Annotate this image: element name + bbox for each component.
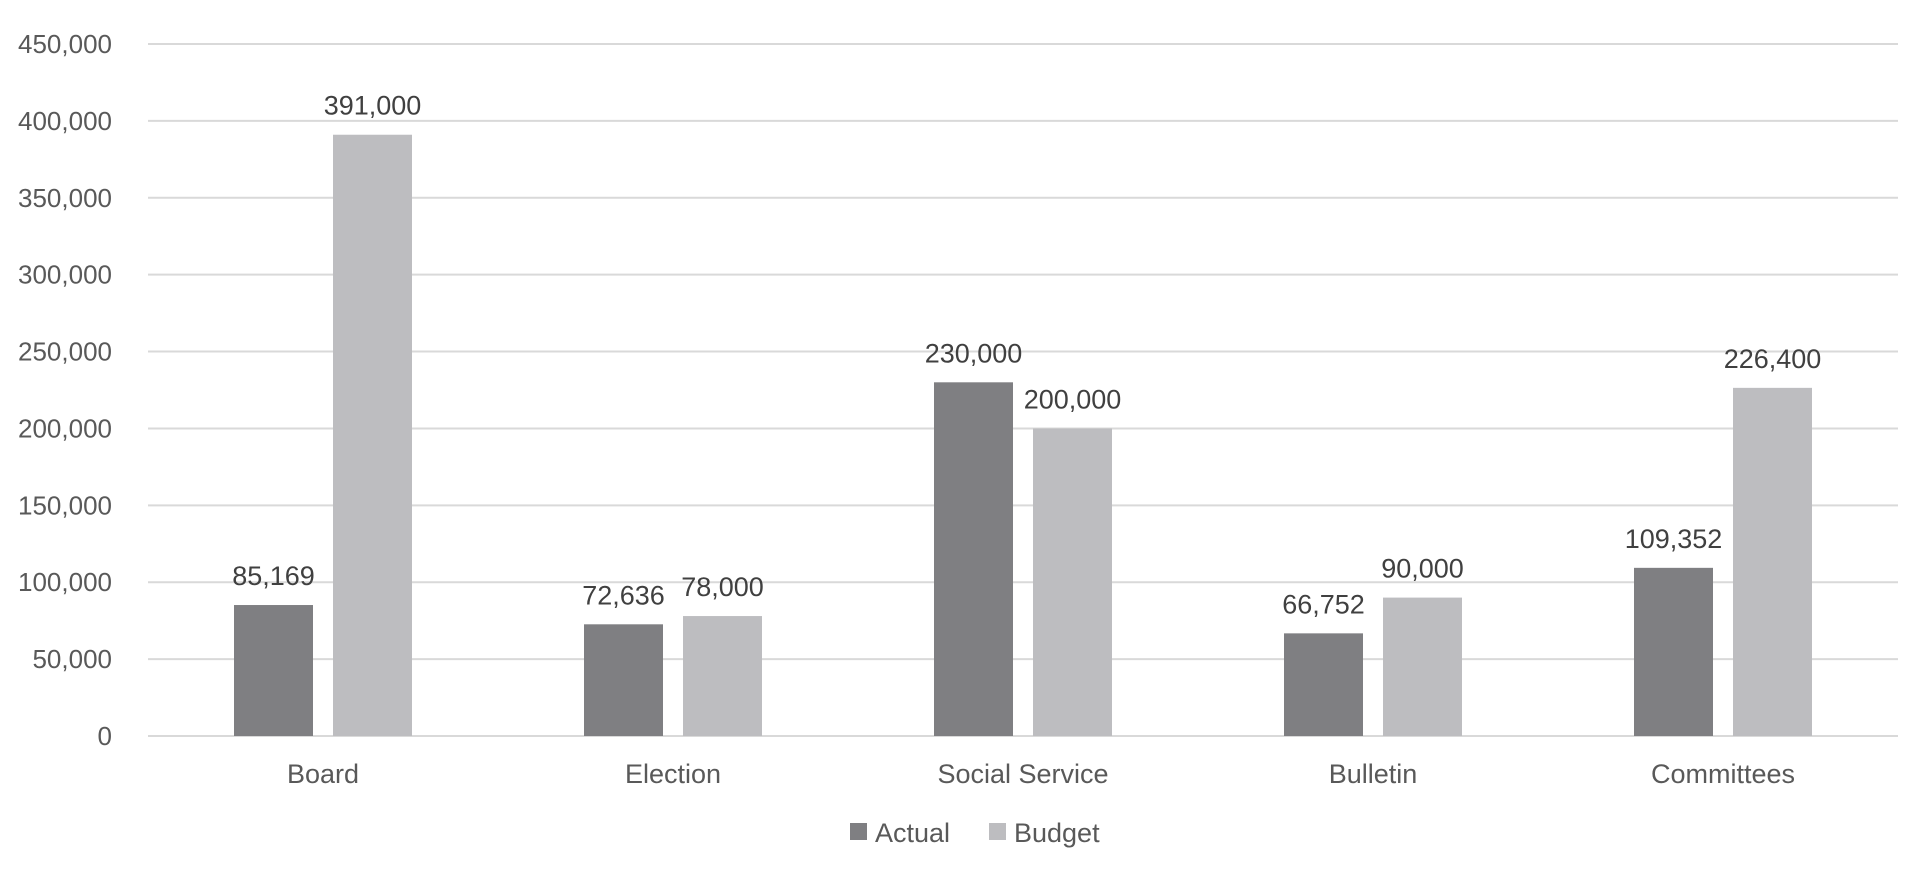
y-tick-label: 300,000 <box>18 260 112 290</box>
y-tick-label: 250,000 <box>18 337 112 367</box>
data-label: 90,000 <box>1381 554 1464 584</box>
y-tick-label: 400,000 <box>18 106 112 136</box>
bars <box>234 134 1812 736</box>
data-label: 78,000 <box>681 572 764 602</box>
y-tick-label: 50,000 <box>32 644 112 674</box>
data-label: 72,636 <box>582 580 665 610</box>
data-label: 109,352 <box>1625 524 1723 554</box>
bar-budget <box>1033 428 1112 736</box>
y-tick-label: 0 <box>98 721 112 751</box>
bar-budget <box>1383 597 1462 736</box>
y-gridlines <box>148 43 1898 737</box>
bar-actual <box>1284 633 1363 736</box>
bar-budget <box>683 616 762 736</box>
data-labels: 85,169 391,000 Board 72,636 78,000 Election 23… <box>232 91 1821 789</box>
bar-actual <box>234 605 313 736</box>
y-tick-label: 350,000 <box>18 183 112 213</box>
bar-actual <box>1634 567 1713 736</box>
y-axis-ticks: 0 50,000 100,000 150,000 200,000 250,000 300,0… <box>18 29 112 751</box>
x-tick-label: Election <box>625 759 721 789</box>
y-tick-label: 200,000 <box>18 413 112 443</box>
data-label: 226,400 <box>1724 344 1822 374</box>
data-label: 230,000 <box>925 338 1023 368</box>
legend-label-actual: Actual <box>875 818 950 848</box>
data-label: 66,752 <box>1282 589 1365 619</box>
x-tick-label: Bulletin <box>1329 759 1418 789</box>
bar-actual <box>584 624 663 736</box>
bar-actual <box>934 382 1013 736</box>
data-label: 85,169 <box>232 561 315 591</box>
legend-swatch-budget <box>989 823 1006 840</box>
bar-budget <box>333 134 412 736</box>
y-tick-label: 150,000 <box>18 490 112 520</box>
y-tick-label: 450,000 <box>18 29 112 59</box>
x-tick-label: Committees <box>1651 759 1795 789</box>
bar-budget <box>1733 387 1812 736</box>
legend-label-budget: Budget <box>1014 818 1100 848</box>
data-label: 391,000 <box>324 91 422 121</box>
y-tick-label: 100,000 <box>18 567 112 597</box>
data-label: 200,000 <box>1024 384 1122 414</box>
x-tick-label: Board <box>287 759 359 789</box>
legend: Actual Budget <box>850 818 1100 848</box>
x-tick-label: Social Service <box>937 759 1108 789</box>
legend-swatch-actual <box>850 823 867 840</box>
